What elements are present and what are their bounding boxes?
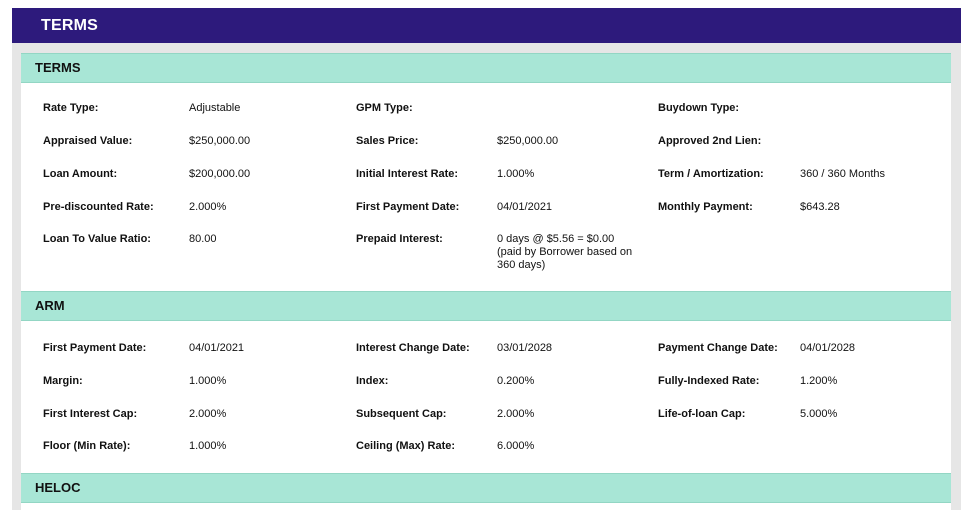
first-payment-date-value: 04/01/2021 bbox=[497, 201, 553, 213]
terms-section-body: Rate Type: Adjustable GPM Type: Buydown … bbox=[21, 83, 951, 291]
prepaid-interest-label: Prepaid Interest: bbox=[356, 233, 443, 245]
interest-change-date-value: 03/01/2028 bbox=[497, 342, 553, 354]
page-title: TERMS bbox=[12, 8, 961, 43]
margin-label: Margin: bbox=[43, 375, 83, 387]
pre-discounted-rate-value: 2.000% bbox=[189, 201, 227, 213]
prepaid-interest-value: 0 days @ $5.56 = $0.00 (paid by Borrower… bbox=[497, 233, 633, 271]
arm-section-header: ARM bbox=[21, 291, 951, 321]
gpm-type-label: GPM Type: bbox=[356, 102, 413, 114]
approved-2nd-lien-label: Approved 2nd Lien: bbox=[658, 135, 762, 147]
life-of-loan-cap-value: 5.000% bbox=[800, 408, 838, 420]
initial-interest-rate-label: Initial Interest Rate: bbox=[356, 168, 459, 180]
term-amortization-label: Term / Amortization: bbox=[658, 168, 764, 180]
terms-row: Loan To Value Ratio: 80.00 Prepaid Inter… bbox=[21, 233, 951, 278]
arm-row: First Interest Cap: 2.000% Subsequent Ca… bbox=[21, 408, 951, 428]
arm-first-payment-date-label: First Payment Date: bbox=[43, 342, 147, 354]
index-value: 0.200% bbox=[497, 375, 535, 387]
sales-price-value: $250,000.00 bbox=[497, 135, 559, 147]
heloc-section-header: HELOC bbox=[21, 473, 951, 503]
arm-row: Margin: 1.000% Index: 0.200% Fully-Index… bbox=[21, 375, 951, 395]
arm-panel: ARM First Payment Date: 04/01/2021 Inter… bbox=[21, 291, 951, 473]
terms-section-header: TERMS bbox=[21, 53, 951, 83]
payment-change-date-label: Payment Change Date: bbox=[658, 342, 778, 354]
index-label: Index: bbox=[356, 375, 389, 387]
margin-value: 1.000% bbox=[189, 375, 227, 387]
first-interest-cap-value: 2.000% bbox=[189, 408, 227, 420]
appraised-value-value: $250,000.00 bbox=[189, 135, 251, 147]
initial-interest-rate-value: 1.000% bbox=[497, 168, 535, 180]
loan-amount-label: Loan Amount: bbox=[43, 168, 118, 180]
floor-min-rate-value: 1.000% bbox=[189, 440, 227, 452]
interest-change-date-label: Interest Change Date: bbox=[356, 342, 470, 354]
terms-row: Pre-discounted Rate: 2.000% First Paymen… bbox=[21, 201, 951, 221]
terms-row: Loan Amount: $200,000.00 Initial Interes… bbox=[21, 168, 951, 188]
first-payment-date-label: First Payment Date: bbox=[356, 201, 460, 213]
payment-change-date-value: 04/01/2028 bbox=[800, 342, 856, 354]
rate-type-value: Adjustable bbox=[189, 102, 241, 114]
arm-row: First Payment Date: 04/01/2021 Interest … bbox=[21, 342, 951, 362]
subsequent-cap-label: Subsequent Cap: bbox=[356, 408, 447, 420]
arm-row: Floor (Min Rate): 1.000% Ceiling (Max) R… bbox=[21, 440, 951, 460]
loan-to-value-ratio-label: Loan To Value Ratio: bbox=[43, 233, 151, 245]
sales-price-label: Sales Price: bbox=[356, 135, 419, 147]
life-of-loan-cap-label: Life-of-loan Cap: bbox=[658, 408, 746, 420]
terms-row: Appraised Value: $250,000.00 Sales Price… bbox=[21, 135, 951, 155]
arm-first-payment-date-value: 04/01/2021 bbox=[189, 342, 245, 354]
subsequent-cap-value: 2.000% bbox=[497, 408, 535, 420]
floor-min-rate-label: Floor (Min Rate): bbox=[43, 440, 131, 452]
terms-panel: TERMS Rate Type: Adjustable GPM Type: Bu… bbox=[21, 53, 951, 291]
heloc-panel: HELOC bbox=[21, 473, 951, 510]
first-interest-cap-label: First Interest Cap: bbox=[43, 408, 138, 420]
fully-indexed-rate-label: Fully-Indexed Rate: bbox=[658, 375, 760, 387]
rate-type-label: Rate Type: bbox=[43, 102, 99, 114]
monthly-payment-value: $643.28 bbox=[800, 201, 840, 213]
fully-indexed-rate-value: 1.200% bbox=[800, 375, 838, 387]
arm-section-body: First Payment Date: 04/01/2021 Interest … bbox=[21, 321, 951, 473]
heloc-section-body bbox=[21, 503, 951, 510]
terms-window: TERMS TERMS Rate Type: Adjustable GPM Ty… bbox=[12, 8, 961, 510]
monthly-payment-label: Monthly Payment: bbox=[658, 201, 753, 213]
buydown-type-label: Buydown Type: bbox=[658, 102, 740, 114]
loan-amount-value: $200,000.00 bbox=[189, 168, 251, 180]
terms-row: Rate Type: Adjustable GPM Type: Buydown … bbox=[21, 102, 951, 122]
appraised-value-label: Appraised Value: bbox=[43, 135, 133, 147]
loan-to-value-ratio-value: 80.00 bbox=[189, 233, 217, 245]
pre-discounted-rate-label: Pre-discounted Rate: bbox=[43, 201, 154, 213]
ceiling-max-rate-value: 6.000% bbox=[497, 440, 535, 452]
term-amortization-value: 360 / 360 Months bbox=[800, 168, 886, 180]
ceiling-max-rate-label: Ceiling (Max) Rate: bbox=[356, 440, 456, 452]
